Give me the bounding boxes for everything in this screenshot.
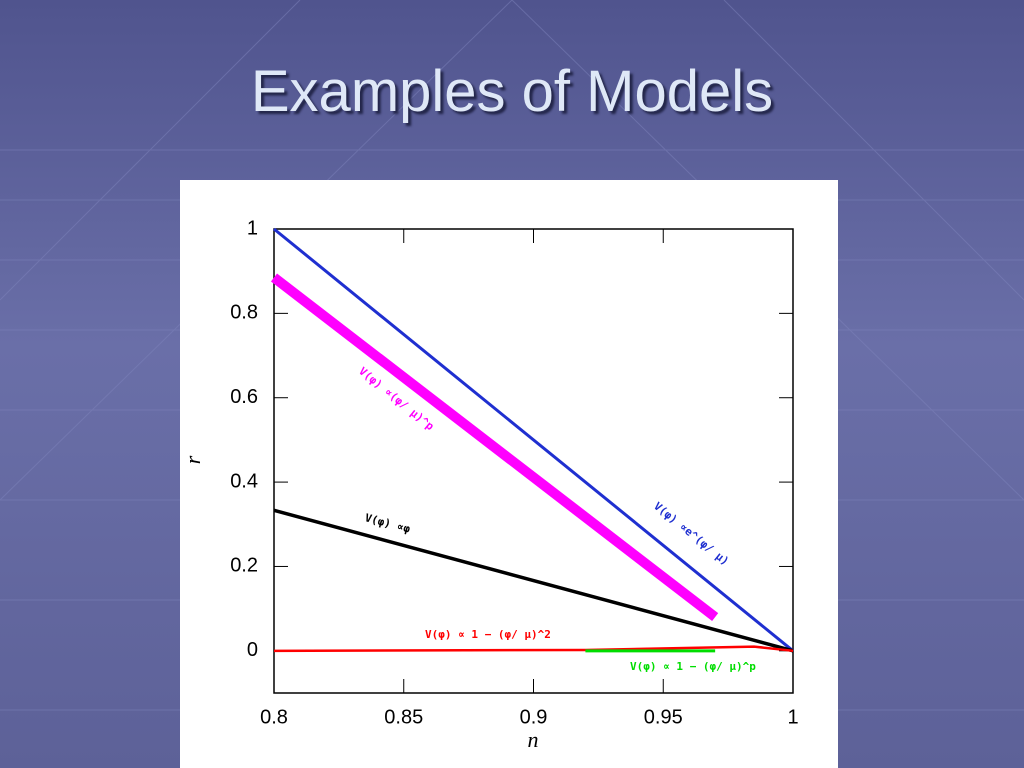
series-annotation: V(φ) ∝e^(φ/ μ)	[651, 500, 731, 568]
series-line	[273, 508, 794, 653]
y-tick-label: 0.8	[230, 302, 258, 324]
plot-frame	[273, 228, 794, 694]
y-tick-label: 1	[247, 217, 258, 239]
x-tick-label: 0.8	[260, 706, 288, 728]
y-tick-label: 0.2	[230, 555, 258, 577]
x-tick-label: 1	[787, 706, 798, 728]
series-annotation: V(φ) ∝ 1 − (φ/ μ)^2	[425, 628, 551, 641]
series-line	[270, 273, 719, 622]
y-tick-label: 0.6	[230, 386, 258, 408]
chart: r n 0.8 0.85 0.9 0.95 1 0 0.2 0.4 0.6 0.8 1 V(φ) ∝e…	[180, 217, 799, 752]
y-tick-label: 0.4	[230, 470, 258, 492]
y-axis-label: r	[180, 455, 205, 464]
x-tick-label: 0.95	[644, 706, 683, 728]
series-annotation: V(φ) ∝φ	[363, 511, 412, 536]
chart-area: r n 0.8 0.85 0.9 0.95 1 0 0.2 0.4 0.6 0.8 1 V(φ) ∝e…	[180, 180, 838, 768]
series-line	[273, 227, 794, 652]
x-tick-label: 0.9	[520, 706, 548, 728]
slide-title: Examples of Models	[250, 59, 774, 124]
x-axis-label: n	[528, 727, 539, 752]
series-annotation: V(φ) ∝ 1 − (φ/ μ)^p	[630, 660, 756, 673]
series-line	[273, 645, 794, 653]
x-tick-label: 0.85	[384, 706, 423, 728]
y-tick-label: 0	[247, 639, 258, 661]
